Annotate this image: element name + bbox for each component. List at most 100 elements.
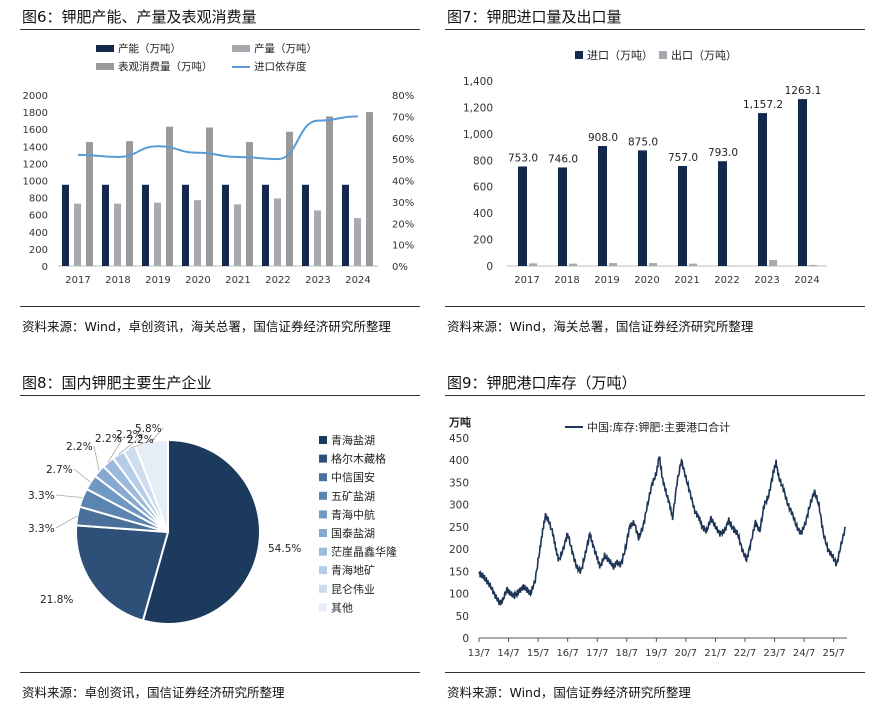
fig6-xtick: 2019	[145, 275, 170, 286]
fig9-xtick: 22/7	[734, 648, 756, 659]
fig6-xtick: 2018	[105, 275, 130, 286]
fig9-xtick: 19/7	[645, 648, 667, 659]
fig8-leader-line	[93, 445, 100, 472]
fig8-legend-swatch	[319, 584, 327, 593]
fig7-bar-export	[729, 265, 737, 267]
fig6-y2tick: 40%	[392, 177, 414, 188]
fig6-legend-swatch	[96, 63, 114, 70]
fig6-y2tick: 0%	[392, 262, 408, 273]
fig7-source: 资料来源：Wind，海关总署，国信证券经济研究所整理	[447, 319, 754, 334]
fig9-ytick: 300	[449, 500, 469, 512]
fig7-source-rule	[445, 306, 865, 307]
fig8-legend-swatch	[319, 547, 327, 556]
fig6-bar-3	[126, 141, 133, 266]
fig7-data-label: 1,157.2	[743, 99, 783, 111]
fig8-legend-swatch	[319, 436, 327, 444]
fig9-xtick: 17/7	[586, 648, 608, 659]
fig7-ytick: 1,000	[463, 129, 493, 141]
fig7-title-rule	[445, 29, 865, 30]
fig7-xtick: 2023	[754, 275, 779, 286]
fig6-bar-2	[274, 198, 281, 266]
fig6-xtick: 2020	[185, 275, 210, 286]
fig6-xtick: 2024	[345, 275, 370, 286]
fig7-xtick: 2020	[634, 275, 659, 286]
fig7-ytick: 200	[473, 235, 493, 247]
fig8-panel: 图8：国内钾肥主要生产企业 54.5% 21.8% 3.3% 3.3% 2.7% 2.2%…	[0, 360, 437, 706]
fig6-ytick: 2000	[23, 91, 48, 102]
fig7-ytick: 1,200	[463, 102, 493, 114]
fig8-value-label: 5.8%	[135, 423, 162, 435]
fig8-leader-line	[107, 437, 124, 463]
fig8-legend-label: 青海地矿	[331, 563, 375, 577]
fig9-xtick: 23/7	[763, 648, 785, 659]
fig9-ytick: 150	[449, 566, 469, 578]
fig6-ytick: 0	[42, 262, 48, 273]
fig6-bar-3	[166, 126, 173, 266]
fig9-xtick: 24/7	[793, 648, 815, 659]
fig6-y2tick: 10%	[392, 241, 414, 252]
fig7-bar-import	[718, 161, 727, 266]
fig6-bar-3	[206, 127, 213, 267]
fig8-value-label: 2.2%	[66, 441, 93, 453]
fig6-y2tick: 30%	[392, 198, 414, 209]
fig8-legend-swatch	[319, 529, 327, 537]
fig8-value-label: 3.3%	[28, 490, 55, 502]
fig6-y2tick: 70%	[392, 112, 414, 123]
fig6-xtick: 2022	[265, 275, 290, 286]
fig7-bar-export	[689, 263, 697, 266]
fig6-y2tick: 60%	[392, 134, 414, 145]
fig6-bar-2	[194, 200, 201, 266]
fig6-ytick: 400	[29, 228, 48, 239]
fig9-source: 资料来源：Wind，国信证券经济研究所整理	[447, 685, 691, 700]
fig8-leader-line	[55, 515, 78, 529]
fig9-title: 图9：钾肥港口库存（万吨）	[447, 374, 637, 392]
fig9-ytick: 450	[449, 433, 469, 445]
fig8-source: 资料来源：卓创资讯，国信证券经济研究所整理	[22, 685, 285, 700]
fig6-ytick: 1000	[23, 177, 48, 188]
fig7-chart: 0 200 400 600 800 1,000 1,200 1,400 2017 753.0 201…	[463, 48, 827, 286]
fig7-data-label: 753.0	[508, 152, 538, 164]
fig7-bar-export	[569, 263, 577, 266]
fig6-source-rule	[20, 306, 420, 307]
fig6-title-rule	[20, 29, 420, 30]
fig7-bar-import	[598, 146, 607, 266]
fig9-ytick: 100	[449, 589, 469, 601]
fig8-legend-label: 其他	[331, 601, 353, 614]
fig9-source-rule	[445, 672, 865, 673]
fig8-slice	[141, 438, 261, 625]
fig8-value-label: 3.3%	[28, 523, 55, 535]
fig7-legend-label: 出口（万吨）	[671, 48, 737, 62]
fig7-bar-import	[518, 166, 527, 266]
fig9-ytick: 200	[449, 544, 469, 556]
fig8-legend-swatch	[319, 491, 327, 500]
fig8-title-rule	[20, 395, 420, 396]
fig7-bar-export	[529, 263, 537, 266]
fig6-ytick: 1200	[23, 159, 48, 170]
fig9-title-rule	[445, 395, 865, 396]
fig6-xtick: 2017	[65, 275, 90, 286]
fig7-bar-export	[609, 263, 617, 266]
fig8-slice	[75, 524, 170, 622]
fig6-bar-1	[302, 184, 309, 266]
fig6-legend-swatch	[232, 45, 250, 52]
fig7-ytick: 400	[473, 208, 493, 220]
fig7-bar-export	[809, 264, 817, 266]
fig6-bar-3	[286, 131, 293, 266]
fig8-legend-label: 青海盐湖	[331, 433, 375, 447]
fig7-ytick: 1,400	[463, 76, 493, 88]
fig7-bar-export	[649, 263, 657, 266]
fig6-bar-2	[314, 210, 321, 266]
fig8-legend-swatch	[319, 473, 327, 482]
fig6-source: 资料来源：Wind，卓创资讯，海关总署，国信证券经济研究所整理	[22, 319, 391, 334]
fig8-legend-label: 五矿盐湖	[331, 490, 375, 503]
fig8-leader-line	[55, 494, 83, 499]
fig6-legend-label: 产能（万吨）	[118, 42, 181, 55]
fig8-value-label: 2.2%	[127, 434, 154, 446]
fig6-title: 图6：钾肥产能、产量及表观消费量	[22, 8, 257, 26]
fig9-xtick: 15/7	[527, 648, 549, 659]
fig6-bar-2	[154, 202, 161, 266]
fig7-ytick: 800	[473, 155, 493, 167]
fig6-legend-label: 产量（万吨）	[254, 42, 317, 55]
fig8-leader-line	[118, 433, 145, 455]
fig6-xtick: 2023	[305, 275, 330, 286]
